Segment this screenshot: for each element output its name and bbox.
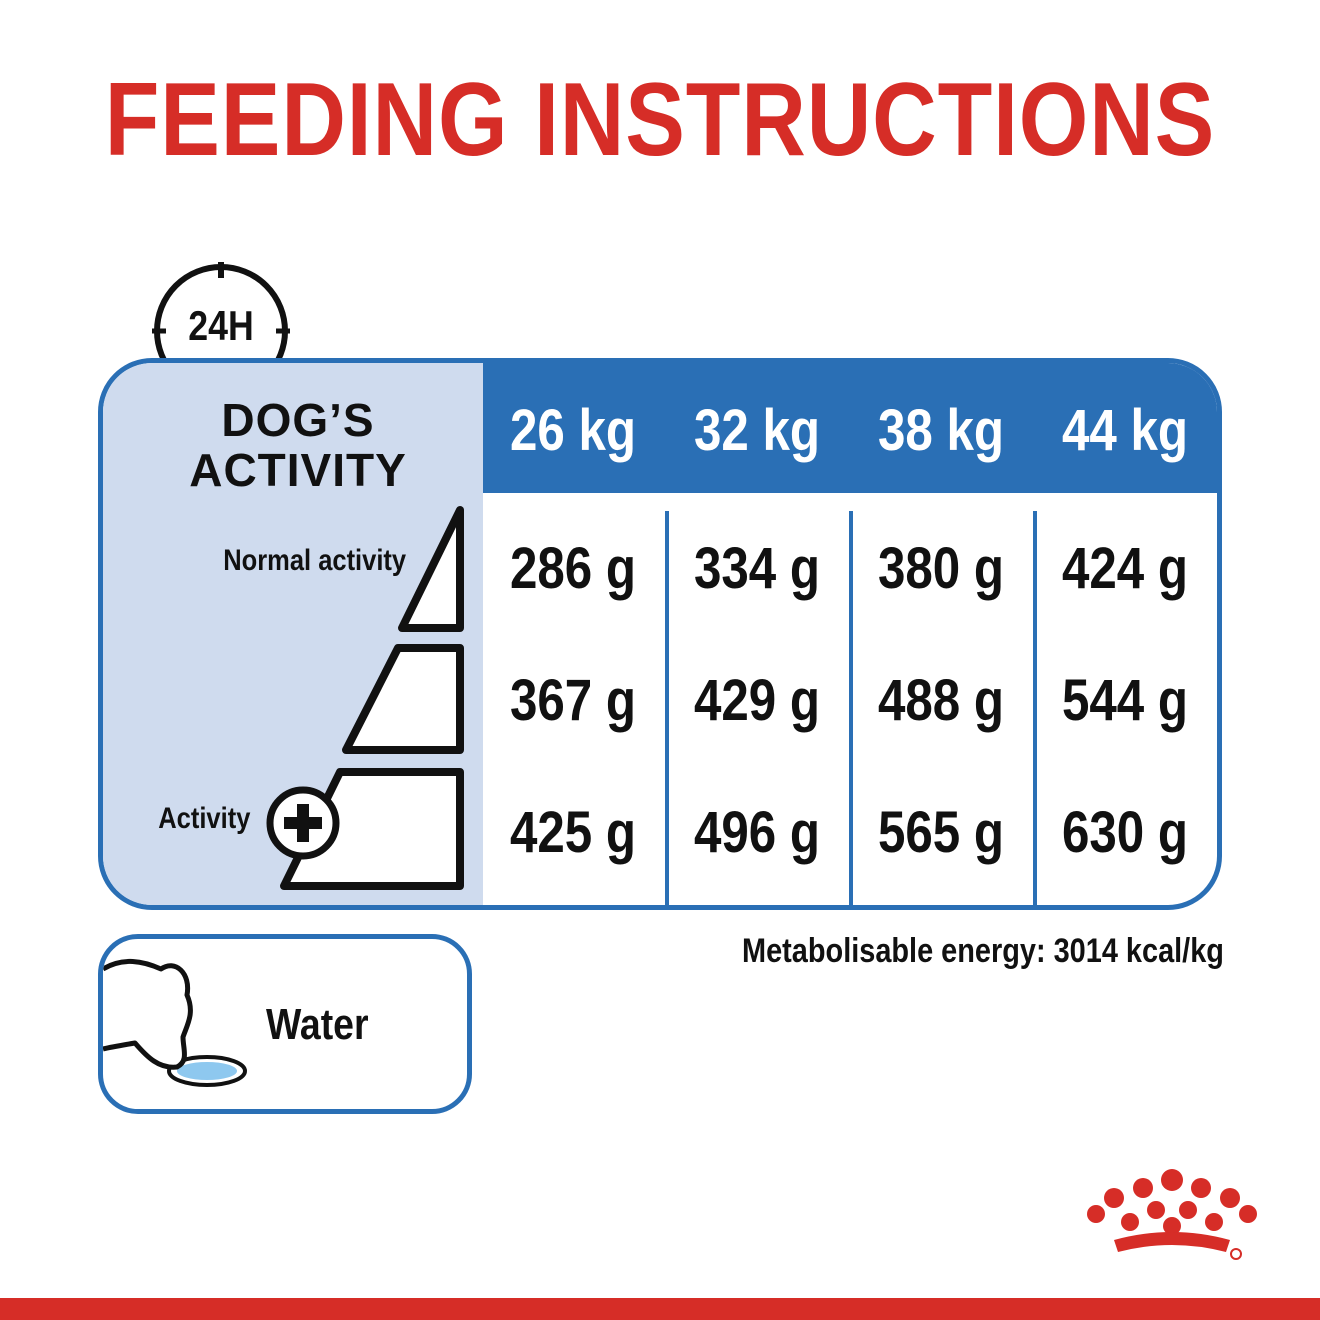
weight-header-cell: 38 kg bbox=[877, 398, 1005, 463]
feeding-table: DOG’S ACTIVITY 26 kg 32 kg 38 kg 44 kg 2… bbox=[98, 358, 1222, 910]
weight-header-cell: 44 kg bbox=[1061, 398, 1189, 463]
table-cell: 334 g bbox=[693, 536, 821, 601]
table-cell: 544 g bbox=[1061, 668, 1189, 733]
table-cell: 630 g bbox=[1061, 800, 1189, 865]
water-box bbox=[98, 934, 472, 1114]
table-cell: 565 g bbox=[877, 800, 1005, 865]
energy-note: Metabolisable energy: 3014 kcal/kg bbox=[742, 932, 1224, 970]
clock-label: 24H bbox=[188, 302, 254, 349]
table-cell: 367 g bbox=[509, 668, 637, 733]
dog-drinking-icon bbox=[103, 959, 247, 1087]
row-label-normal-activity: Normal activity bbox=[223, 544, 406, 577]
water-label: Water bbox=[266, 1000, 369, 1049]
table-cell: 488 g bbox=[877, 668, 1005, 733]
activity-heading: DOG’S ACTIVITY bbox=[103, 395, 493, 495]
column-divider bbox=[1033, 511, 1037, 905]
table-cell: 424 g bbox=[1061, 536, 1189, 601]
column-divider bbox=[849, 511, 853, 905]
table-cell: 380 g bbox=[877, 536, 1005, 601]
table-cell: 429 g bbox=[693, 668, 821, 733]
activity-heading-line1: DOG’S bbox=[221, 394, 375, 446]
royal-canin-crown-logo bbox=[1087, 1169, 1257, 1260]
table-cell: 496 g bbox=[693, 800, 821, 865]
weight-header-cell: 26 kg bbox=[509, 398, 637, 463]
column-divider bbox=[665, 511, 669, 905]
table-cell: 425 g bbox=[509, 800, 637, 865]
weight-header-cell: 32 kg bbox=[693, 398, 821, 463]
activity-heading-line2: ACTIVITY bbox=[189, 444, 407, 496]
weight-header bbox=[483, 363, 1217, 493]
page-title: FEEDING INSTRUCTIONS bbox=[104, 62, 1216, 178]
row-label-activity: Activity bbox=[157, 802, 250, 835]
table-cell: 286 g bbox=[509, 536, 637, 601]
bottom-bar bbox=[0, 1298, 1320, 1320]
plus-circle-icon bbox=[266, 786, 340, 860]
